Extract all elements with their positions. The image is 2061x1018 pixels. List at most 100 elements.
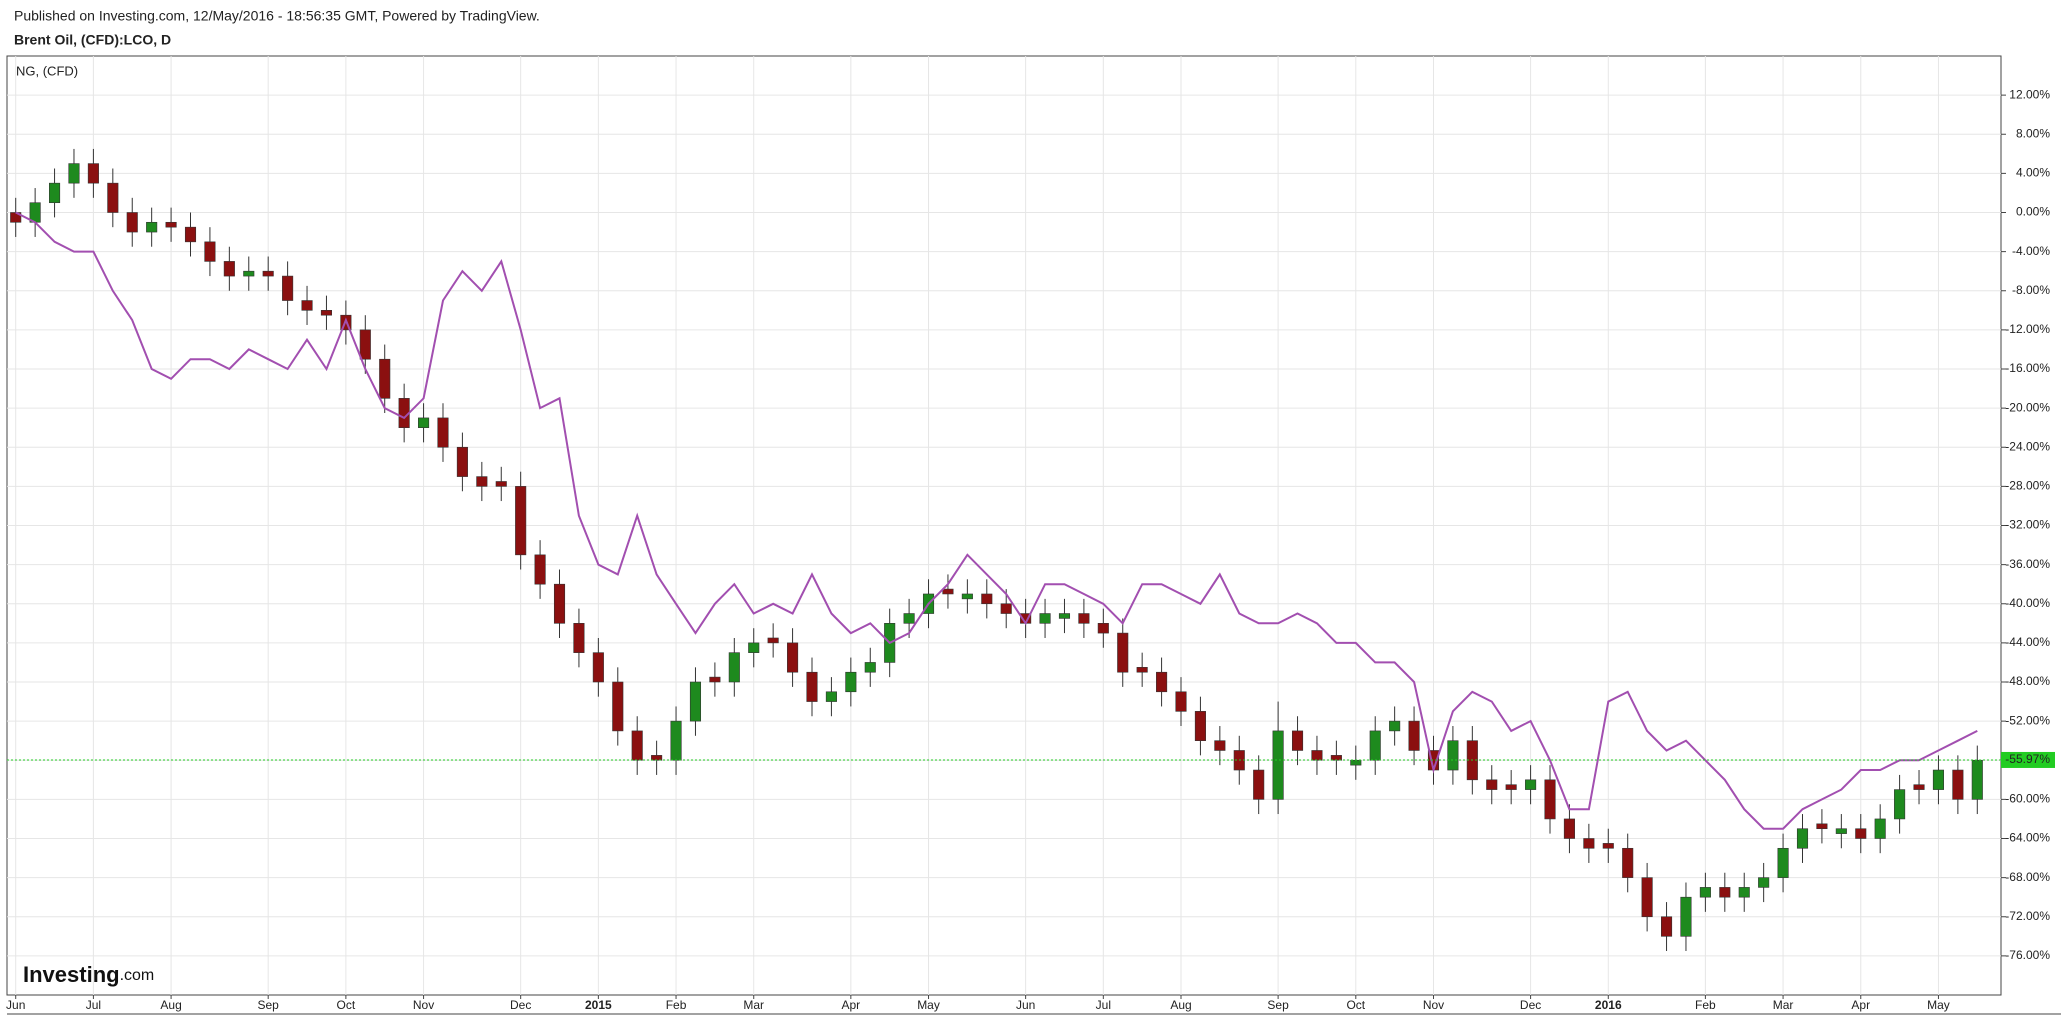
x-tick-label: Jun: [6, 998, 25, 1012]
x-tick-label: Mar: [743, 998, 764, 1012]
y-tick-label: 8.00%: [2016, 126, 2050, 140]
candle-body: [1058, 613, 1071, 619]
candle-body: [1117, 632, 1129, 673]
y-tick-label: 12.00%: [2009, 87, 2050, 101]
candle-body: [981, 593, 993, 605]
x-tick-label: Oct: [337, 998, 356, 1012]
candle-body: [825, 691, 837, 702]
candle-body: [1894, 789, 1906, 820]
x-tick-label: Aug: [160, 998, 181, 1012]
candle-body: [68, 163, 80, 184]
candle-body: [495, 481, 507, 487]
candle-body: [1389, 720, 1401, 732]
candle-body: [767, 637, 779, 644]
x-tick-label: Mar: [1773, 998, 1794, 1012]
candle-body: [1253, 769, 1265, 800]
candle-body: [787, 642, 799, 673]
candle-body: [1408, 720, 1420, 751]
candle-body: [379, 358, 391, 399]
candle-body: [1369, 730, 1381, 761]
candle-body: [1583, 838, 1595, 849]
x-tick-label: Dec: [510, 998, 531, 1012]
candle-body: [670, 720, 682, 761]
candle-body: [359, 329, 371, 360]
x-tick-label: Oct: [1346, 998, 1365, 1012]
candle-body: [709, 676, 721, 683]
y-tick-label: -52.00%: [2005, 713, 2050, 727]
candle-body: [1291, 730, 1304, 751]
candle-body: [476, 476, 488, 487]
candle-body: [49, 182, 61, 204]
y-tick-label: -36.00%: [2005, 557, 2050, 571]
x-tick-label: Jul: [86, 998, 101, 1012]
y-tick-label: -44.00%: [2005, 635, 2050, 649]
candle-body: [1350, 759, 1362, 766]
candle-body: [1952, 769, 1964, 800]
x-tick-label: Apr: [1851, 998, 1870, 1012]
candle-body: [107, 182, 119, 213]
logo-suffix: .com: [120, 967, 155, 984]
candle-body: [1641, 877, 1653, 918]
x-tick-label: Nov: [1423, 998, 1444, 1012]
candle-body: [1000, 603, 1012, 614]
candle-body: [1661, 916, 1673, 937]
candle-body: [126, 212, 138, 233]
candle-body: [437, 417, 449, 448]
candle-body: [418, 417, 430, 428]
candle-body: [1175, 691, 1187, 712]
y-tick-label: -20.00%: [2005, 400, 2050, 414]
y-tick-label: 0.00%: [2016, 205, 2050, 219]
series-line: [15, 211, 1978, 830]
candle-body: [1544, 779, 1556, 820]
candle-body: [1913, 784, 1925, 790]
chart-title: Brent Oil, (CFD):LCO, D: [14, 32, 171, 48]
candle-body: [592, 652, 604, 683]
candle-body: [1136, 667, 1148, 673]
candle-body: [1486, 779, 1498, 790]
y-tick-label: -16.00%: [2005, 361, 2050, 375]
y-tick-label: -60.00%: [2005, 792, 2050, 806]
candle-body: [845, 671, 857, 693]
y-tick-label: -68.00%: [2005, 870, 2050, 884]
logo-main: Investing: [23, 962, 120, 987]
marks: [7, 148, 2001, 951]
candle-body: [1699, 887, 1711, 898]
candle-body: [204, 241, 216, 262]
candle-body: [1932, 769, 1944, 790]
y-tick-label: -12.00%: [2005, 322, 2050, 336]
y-tick-label: -72.00%: [2005, 909, 2050, 923]
candle-body: [1078, 613, 1090, 624]
candle-body: [146, 221, 158, 233]
candle-body: [1758, 877, 1770, 888]
candle-body: [1874, 818, 1886, 839]
candle-body: [864, 662, 876, 673]
y-tick-label: 4.00%: [2016, 166, 2050, 180]
candle-body: [1525, 779, 1537, 790]
candle-body: [1855, 828, 1867, 839]
candle-body: [1214, 740, 1226, 751]
candle-body: [553, 583, 566, 624]
candle-body: [1097, 623, 1109, 634]
x-tick-label: Jul: [1096, 998, 1111, 1012]
candle-body: [87, 163, 99, 184]
candle-body: [903, 613, 915, 624]
x-tick-label: Sep: [1267, 998, 1289, 1012]
logo: Investing.com: [23, 962, 154, 987]
x-tick-label: Feb: [1695, 998, 1716, 1012]
candle-body: [262, 270, 274, 277]
x-tick-label: Nov: [413, 998, 434, 1012]
candle-body: [1602, 843, 1614, 849]
candle-body: [1447, 740, 1459, 771]
y-tick-label: -48.00%: [2005, 674, 2050, 688]
last-price-label: -55.97%: [2005, 752, 2050, 766]
x-tick-label: May: [917, 998, 940, 1012]
grid: [7, 56, 2006, 999]
candle-body: [1680, 896, 1692, 937]
candle-body: [1816, 823, 1828, 830]
candle-body: [612, 681, 624, 732]
labels: 12.00% 8.00% 4.00% 0.00% -4.00% -8.00% -12.00%…: [6, 87, 2055, 1012]
candle-body: [1835, 828, 1847, 834]
x-tick-label: Feb: [666, 998, 687, 1012]
candle-body: [1622, 847, 1634, 878]
x-tick-label: Aug: [1170, 998, 1191, 1012]
